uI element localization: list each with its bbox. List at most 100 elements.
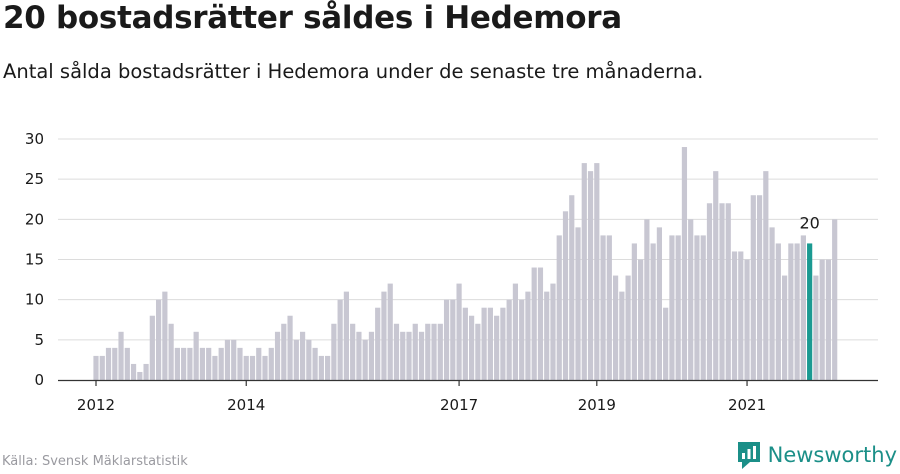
bar <box>832 219 838 380</box>
bar <box>669 235 675 380</box>
chart-title: 20 bostadsrätter såldes i Hedemora <box>3 0 622 36</box>
bar-chart: 0 5 10 15 20 25 30 2012 2014 2017 2019 2021 20 <box>25 130 878 414</box>
bar <box>713 171 719 380</box>
brand-logo: Newsworthy <box>736 440 897 470</box>
bar <box>550 283 556 380</box>
bar <box>312 347 318 380</box>
bar <box>644 219 650 380</box>
bar <box>706 203 713 380</box>
bar <box>306 339 312 380</box>
bar <box>606 235 612 380</box>
bar <box>368 331 375 380</box>
bar <box>231 339 237 380</box>
bar <box>663 307 669 380</box>
bar <box>262 355 268 380</box>
bar <box>199 347 206 380</box>
bar <box>700 235 706 380</box>
x-tick-label: 2017 <box>440 396 478 414</box>
bar <box>794 243 800 380</box>
bar <box>825 259 832 380</box>
bar <box>149 315 155 380</box>
bar <box>412 323 418 380</box>
bar <box>569 195 575 380</box>
bar <box>162 291 168 380</box>
bar <box>475 323 481 380</box>
bar <box>249 355 256 380</box>
bar <box>719 203 725 380</box>
bar <box>256 347 262 380</box>
bar <box>494 315 500 380</box>
bar <box>337 299 343 380</box>
bar <box>393 323 400 380</box>
bar <box>206 347 212 380</box>
bar <box>531 267 537 380</box>
bar <box>619 291 625 380</box>
bar <box>400 331 406 380</box>
bar <box>725 203 731 380</box>
bar <box>350 323 356 380</box>
bar <box>431 323 437 380</box>
bar <box>650 243 656 380</box>
bar <box>594 163 600 380</box>
bar <box>112 347 118 380</box>
bar <box>813 275 819 380</box>
bar <box>688 219 694 380</box>
bar <box>631 243 637 380</box>
bar <box>105 347 112 380</box>
bar <box>575 227 581 380</box>
y-tick-label: 10 <box>25 291 44 309</box>
bar <box>519 299 525 380</box>
bar <box>775 243 781 380</box>
bar <box>118 331 124 380</box>
bar <box>406 331 412 380</box>
bar <box>675 235 681 380</box>
bar <box>481 307 487 380</box>
bar <box>93 355 99 380</box>
bar <box>731 251 738 380</box>
bar <box>293 339 299 380</box>
bar <box>437 323 443 380</box>
bar <box>168 323 174 380</box>
bar <box>738 251 744 380</box>
bar <box>581 163 587 380</box>
x-tick-label: 2021 <box>728 396 766 414</box>
x-tick-label: 2012 <box>77 396 115 414</box>
bar <box>612 275 619 380</box>
bar <box>537 267 544 380</box>
bar <box>224 339 231 380</box>
bar <box>124 347 130 380</box>
bar <box>694 235 700 380</box>
bar <box>425 323 431 380</box>
bar <box>756 195 763 380</box>
bar <box>800 235 806 380</box>
bar <box>782 275 788 380</box>
bar <box>362 339 368 380</box>
bar <box>187 347 193 380</box>
bar <box>212 355 218 380</box>
bar <box>788 243 794 380</box>
bar <box>193 331 199 380</box>
bar <box>462 307 468 380</box>
bar <box>500 307 506 380</box>
bar <box>443 299 450 380</box>
bar <box>274 331 281 380</box>
chart-subtitle: Antal sålda bostadsrätter i Hedemora und… <box>3 60 704 83</box>
bar <box>469 315 475 380</box>
bar <box>418 331 425 380</box>
bar <box>656 227 662 380</box>
bar <box>381 291 387 380</box>
bar <box>512 283 519 380</box>
bar <box>268 347 274 380</box>
bar <box>769 227 775 380</box>
bar <box>156 299 162 380</box>
brand-name: Newsworthy <box>767 443 897 467</box>
bar <box>218 347 224 380</box>
y-tick-label: 25 <box>25 170 44 188</box>
bar <box>343 291 349 380</box>
bar <box>625 275 631 380</box>
bar <box>375 307 381 380</box>
bar <box>681 147 688 380</box>
bar <box>181 347 187 380</box>
bar <box>487 307 493 380</box>
y-tick-label: 15 <box>25 251 44 269</box>
